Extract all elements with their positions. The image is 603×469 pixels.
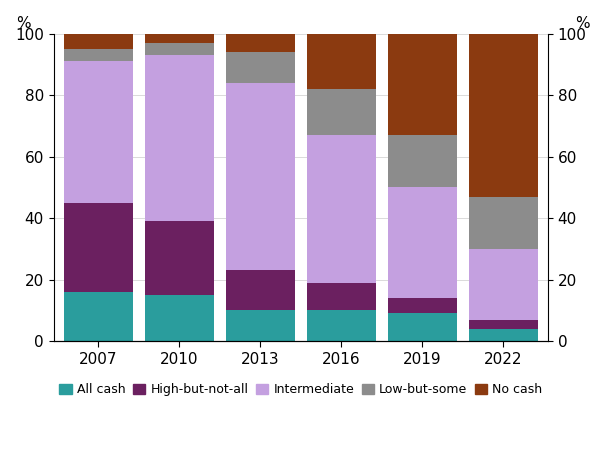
Bar [64, 203, 133, 292]
Legend: All cash, High-but-not-all, Intermediate, Low-but-some, No cash: All cash, High-but-not-all, Intermediate… [59, 383, 543, 396]
Bar [145, 221, 213, 295]
Bar [226, 271, 295, 310]
Bar [145, 295, 213, 341]
Bar [388, 34, 457, 135]
Bar [469, 197, 538, 249]
Bar [388, 135, 457, 188]
Bar [388, 188, 457, 298]
Bar [388, 313, 457, 341]
Bar [64, 61, 133, 203]
Bar [226, 310, 295, 341]
Bar [307, 310, 376, 341]
Bar [226, 83, 295, 271]
Bar [64, 34, 133, 49]
Bar [307, 89, 376, 135]
Bar [307, 135, 376, 283]
Text: %: % [17, 15, 31, 30]
Bar [307, 34, 376, 89]
Bar [307, 283, 376, 310]
Bar [226, 52, 295, 83]
Bar [145, 43, 213, 55]
Bar [388, 298, 457, 313]
Bar [64, 49, 133, 61]
Bar [469, 319, 538, 329]
Bar [226, 34, 295, 52]
Bar [469, 249, 538, 319]
Bar [145, 34, 213, 43]
Bar [469, 329, 538, 341]
Bar [469, 34, 538, 197]
Bar [64, 292, 133, 341]
Bar [145, 55, 213, 221]
Text: %: % [575, 15, 590, 30]
